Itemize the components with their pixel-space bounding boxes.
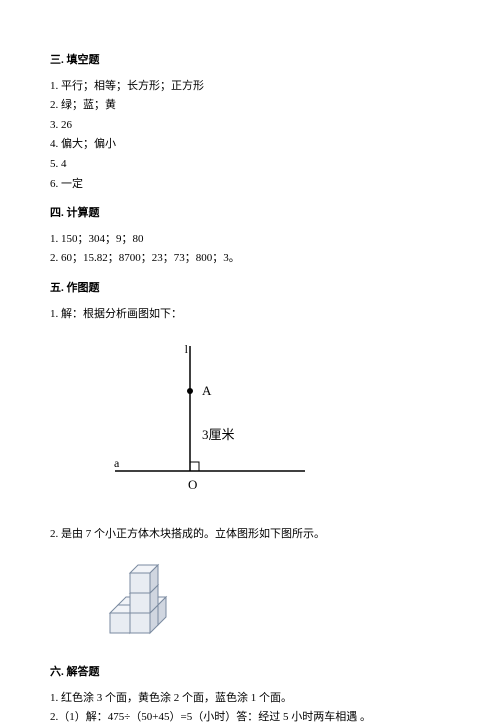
s4-answer-2: 2. 60；15.82；8700；23；73；800；3。 (50, 250, 450, 268)
section-6-title: 六. 解答题 (50, 664, 450, 682)
label-l: l (185, 342, 189, 356)
s4-answer-1: 1. 150；304；9；80 (50, 231, 450, 249)
geometry-figure: l A 3厘米 a O (110, 341, 450, 508)
section-5-title: 五. 作图题 (50, 280, 450, 298)
s3-answer-2: 2. 绿；蓝；黄 (50, 97, 450, 115)
s3-answer-3: 3. 26 (50, 117, 450, 135)
s6-answer-1: 1. 红色涂 3 个面，黄色涂 2 个面，蓝色涂 1 个面。 (50, 690, 450, 708)
s6-answer-2: 2.（1）解：475÷（50+45）=5（小时）答：经过 5 小时两车相遇 。 (50, 709, 450, 727)
s5-q1: 1. 解：根据分析画图如下： (50, 306, 450, 324)
s3-answer-6: 6. 一定 (50, 176, 450, 194)
label-3cm: 3厘米 (202, 427, 235, 442)
s3-answer-5: 5. 4 (50, 156, 450, 174)
label-O: O (188, 477, 197, 492)
section-4-title: 四. 计算题 (50, 205, 450, 223)
section-3-title: 三. 填空题 (50, 52, 450, 70)
label-a-left: a (114, 456, 120, 470)
s3-answer-1: 1. 平行；相等；长方形；正方形 (50, 78, 450, 96)
s3-answer-4: 4. 偏大；偏小 (50, 136, 450, 154)
cube-figure (90, 555, 450, 652)
s5-q2: 2. 是由 7 个小正方体木块搭成的。立体图形如下图所示。 (50, 526, 450, 544)
label-A: A (202, 383, 212, 398)
